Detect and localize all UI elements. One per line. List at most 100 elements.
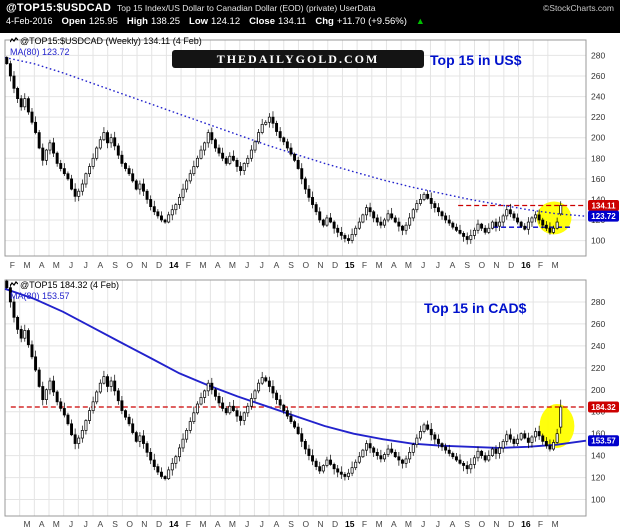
svg-text:S: S (464, 519, 470, 529)
price-badges: 134.11 123.72 (588, 199, 619, 222)
svg-text:A: A (98, 260, 104, 270)
svg-text:F: F (538, 519, 543, 529)
svg-text:J: J (436, 519, 440, 529)
svg-text:D: D (156, 260, 162, 270)
high-value: 138.25 (150, 16, 181, 27)
svg-text:240: 240 (591, 341, 605, 351)
svg-text:200: 200 (591, 385, 605, 395)
header-row-1: @TOP15:$USDCAD Top 15 Index/US Dollar to… (0, 0, 620, 14)
svg-text:M: M (229, 519, 236, 529)
quote-chg: Chg +11.70 (+9.56%) (315, 16, 407, 27)
svg-text:A: A (39, 519, 45, 529)
usd-ma-label: MA(80) 123.72 (10, 47, 70, 57)
svg-text:F: F (186, 519, 191, 529)
quote-open: Open 125.95 (62, 16, 118, 27)
svg-text:F: F (10, 260, 15, 270)
svg-text:M: M (53, 519, 60, 529)
svg-text:14: 14 (169, 519, 179, 529)
price-badges: 184.32 153.57 (588, 401, 619, 447)
svg-text:F: F (186, 260, 191, 270)
svg-text:D: D (508, 519, 514, 529)
svg-text:F: F (538, 260, 543, 270)
svg-text:A: A (215, 519, 221, 529)
svg-text:N: N (493, 519, 499, 529)
svg-text:M: M (376, 519, 383, 529)
chg-label: Chg (315, 16, 334, 27)
ma80-line (4, 287, 587, 449)
quote-high: High 138.25 (127, 16, 180, 27)
chg-value: +11.70 (+9.56%) (336, 16, 407, 27)
svg-text:M: M (200, 519, 207, 529)
usd-panel-title: @TOP15:$USDCAD (Weekly) 134.11 (4 Feb) M… (10, 36, 202, 57)
svg-text:M: M (229, 260, 236, 270)
svg-text:J: J (436, 260, 440, 270)
svg-text:A: A (215, 260, 221, 270)
svg-text:16: 16 (521, 519, 531, 529)
svg-text:M: M (405, 260, 412, 270)
plot-border (4, 39, 587, 257)
svg-text:A: A (274, 519, 280, 529)
svg-text:16: 16 (521, 260, 531, 270)
svg-text:280: 280 (591, 297, 605, 307)
chart-header: @TOP15:$USDCAD Top 15 Index/US Dollar to… (0, 0, 620, 33)
svg-text:120: 120 (591, 473, 605, 483)
svg-text:D: D (508, 260, 514, 270)
stockcharts-copyright: ©StockCharts.com (543, 3, 614, 13)
svg-text:A: A (450, 260, 456, 270)
svg-text:M: M (23, 519, 30, 529)
dailygold-watermark: TheDailyGold.com (172, 50, 424, 68)
svg-text:14: 14 (169, 260, 179, 270)
svg-text:200: 200 (591, 133, 605, 143)
svg-text:153.57: 153.57 (591, 437, 616, 446)
svg-text:260: 260 (591, 319, 605, 329)
low-value: 124.12 (211, 16, 241, 27)
svg-text:140: 140 (591, 194, 605, 204)
highlight-ellipse (539, 404, 575, 448)
svg-text:15: 15 (345, 260, 355, 270)
svg-text:160: 160 (591, 429, 605, 439)
candlesticks (5, 56, 563, 245)
usd-annotation: Top 15 in US$ (430, 52, 522, 68)
open-label: Open (61, 16, 86, 27)
cad-panel-title-text: @TOP15 184.32 (4 Feb) (20, 280, 120, 290)
svg-text:260: 260 (591, 71, 605, 81)
svg-text:N: N (141, 260, 147, 270)
svg-text:100: 100 (591, 236, 605, 246)
svg-text:M: M (552, 519, 559, 529)
svg-text:O: O (126, 260, 133, 270)
svg-text:M: M (200, 260, 207, 270)
svg-text:N: N (317, 519, 323, 529)
svg-text:S: S (112, 519, 118, 529)
quote-close: Close 134.11 (249, 16, 306, 27)
svg-text:J: J (260, 260, 264, 270)
svg-text:D: D (332, 260, 338, 270)
svg-text:O: O (302, 260, 309, 270)
candlesticks (5, 279, 563, 481)
svg-text:J: J (69, 519, 73, 529)
svg-text:S: S (288, 519, 294, 529)
svg-text:J: J (245, 519, 249, 529)
svg-text:D: D (156, 519, 162, 529)
ticker-symbol: @TOP15:$USDCAD (6, 2, 112, 14)
gridlines (5, 280, 586, 516)
svg-text:J: J (421, 519, 425, 529)
svg-text:180: 180 (591, 153, 605, 163)
svg-text:184.32: 184.32 (591, 403, 616, 412)
usd-panel-chart: F M A M J J A S O N D 14 F M A M J J A S O N D 15 F M A M J J A S O N D 16 F… (4, 39, 619, 270)
svg-text:A: A (450, 519, 456, 529)
svg-text:J: J (84, 260, 88, 270)
svg-text:O: O (302, 519, 309, 529)
svg-text:O: O (479, 260, 486, 270)
svg-text:240: 240 (591, 92, 605, 102)
svg-text:M: M (376, 260, 383, 270)
svg-text:A: A (391, 260, 397, 270)
svg-text:A: A (391, 519, 397, 529)
svg-text:N: N (317, 260, 323, 270)
svg-text:123.72: 123.72 (591, 212, 616, 221)
cad-panel-title: @TOP15 184.32 (4 Feb) MA(80) 153.57 (10, 280, 119, 301)
svg-text:M: M (53, 260, 60, 270)
cad-ma-label: MA(80) 153.57 (10, 291, 70, 301)
svg-text:J: J (260, 519, 264, 529)
svg-text:J: J (245, 260, 249, 270)
svg-text:220: 220 (591, 363, 605, 373)
